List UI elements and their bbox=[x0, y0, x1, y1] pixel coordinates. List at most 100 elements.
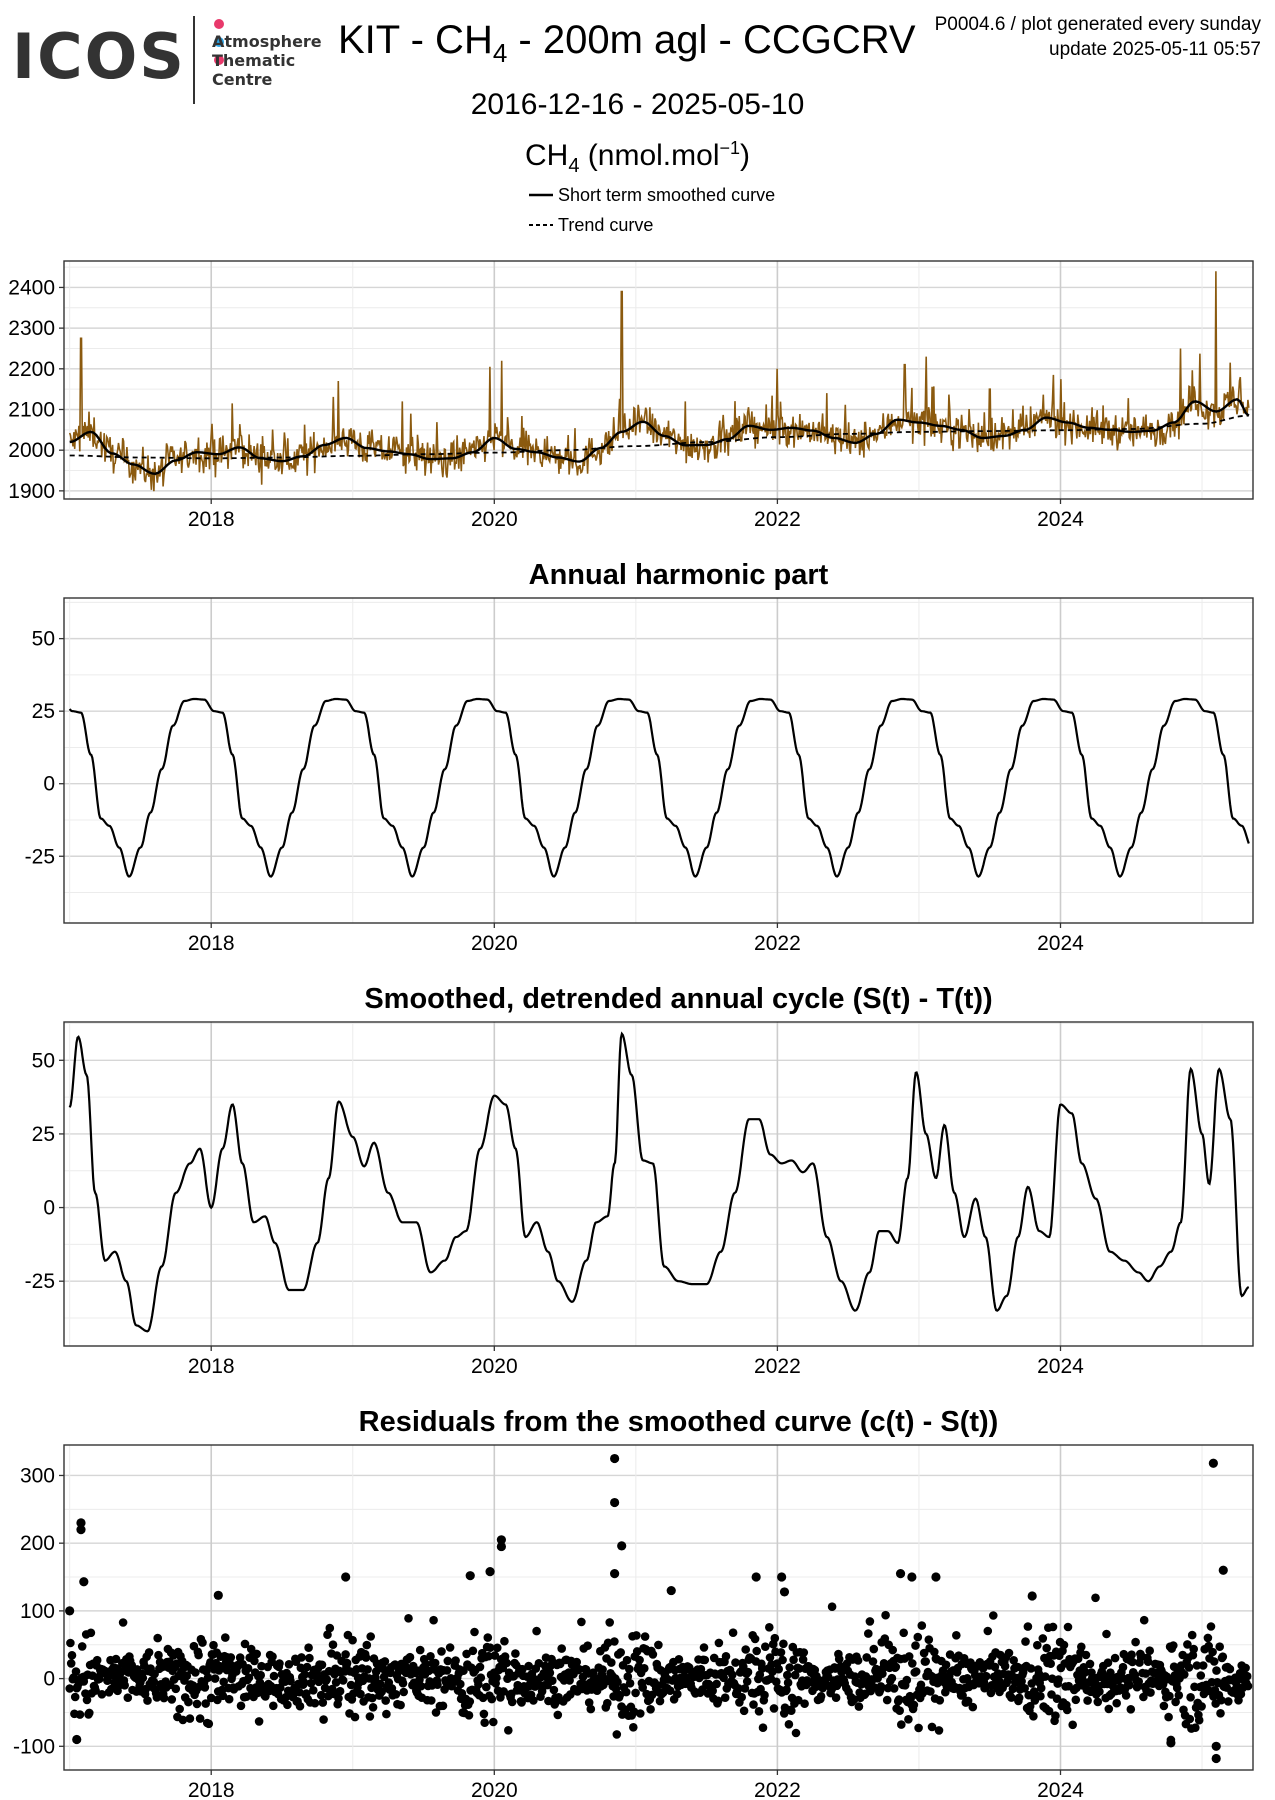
y-tick-label: 25 bbox=[32, 1123, 55, 1146]
residual-point bbox=[646, 1705, 655, 1714]
logo-dot bbox=[214, 19, 224, 29]
residual-point bbox=[1218, 1652, 1228, 1661]
residual-point bbox=[854, 1702, 864, 1711]
residual-point bbox=[924, 1635, 934, 1644]
residual-point bbox=[776, 1648, 786, 1657]
residual-point bbox=[1004, 1648, 1014, 1658]
residual-point bbox=[295, 1701, 305, 1711]
residual-point bbox=[118, 1618, 128, 1627]
residual-point bbox=[584, 1698, 594, 1707]
residual-point bbox=[629, 1723, 638, 1732]
residual-point bbox=[85, 1708, 94, 1718]
residual-point bbox=[1183, 1640, 1192, 1649]
residual-point bbox=[889, 1684, 899, 1693]
y-tick-label: 2200 bbox=[8, 358, 55, 381]
legend-item-trend: Trend curve bbox=[529, 214, 654, 235]
residual-point bbox=[97, 1690, 107, 1699]
residual-point bbox=[790, 1670, 800, 1680]
residual-point bbox=[443, 1656, 453, 1666]
residual-point bbox=[319, 1715, 328, 1724]
residual-point bbox=[451, 1656, 460, 1665]
residual-point bbox=[622, 1655, 632, 1665]
y-tick-label: 200 bbox=[20, 1532, 55, 1555]
residual-point bbox=[1169, 1641, 1178, 1650]
residual-point bbox=[1198, 1661, 1208, 1670]
residual-point bbox=[71, 1667, 81, 1676]
residual-point bbox=[862, 1653, 871, 1662]
panel-background bbox=[64, 1022, 1253, 1346]
residual-outlier-point bbox=[496, 1535, 506, 1545]
residual-point bbox=[739, 1706, 749, 1716]
residual-point bbox=[1203, 1633, 1213, 1643]
residual-point bbox=[1083, 1696, 1092, 1705]
residual-point bbox=[254, 1717, 264, 1726]
panel-annual_harmonic: -25 0 25 50 2018 2020 2022 2024 Annual harmonic … bbox=[25, 559, 1254, 955]
detrended-cycle-curve bbox=[68, 1031, 1250, 1333]
residual-point bbox=[1243, 1681, 1253, 1691]
residual-point bbox=[1206, 1622, 1216, 1631]
residual-point bbox=[798, 1655, 808, 1664]
residual-points bbox=[65, 1453, 1253, 1764]
residual-point bbox=[734, 1684, 743, 1693]
update-timestamp: update 2025-05-11 05:57 bbox=[1049, 39, 1261, 60]
residual-point bbox=[275, 1659, 284, 1668]
residual-point bbox=[911, 1641, 920, 1650]
residual-point bbox=[742, 1677, 752, 1686]
residual-point bbox=[317, 1660, 327, 1670]
residual-point bbox=[986, 1688, 996, 1698]
residual-point bbox=[881, 1610, 890, 1620]
y-tick-label: 2300 bbox=[8, 317, 55, 340]
residual-point bbox=[246, 1644, 256, 1654]
residual-point bbox=[1014, 1693, 1024, 1703]
residual-outlier-point bbox=[895, 1569, 906, 1579]
residual-point bbox=[548, 1676, 557, 1685]
residual-point bbox=[1077, 1642, 1086, 1652]
residual-point bbox=[1216, 1709, 1225, 1718]
residual-point bbox=[209, 1640, 218, 1650]
residual-point bbox=[244, 1673, 254, 1682]
residual-point bbox=[226, 1653, 236, 1662]
residual-point bbox=[159, 1693, 169, 1703]
residual-point bbox=[224, 1694, 234, 1704]
x-tick-label: 2018 bbox=[188, 932, 235, 955]
x-tick-label: 2020 bbox=[471, 1355, 518, 1378]
residual-outlier-point bbox=[617, 1541, 627, 1551]
residual-point bbox=[429, 1615, 438, 1625]
residual-point bbox=[876, 1682, 886, 1691]
residual-point bbox=[785, 1663, 794, 1672]
residual-point bbox=[897, 1720, 906, 1729]
residual-point bbox=[459, 1666, 468, 1675]
residual-point bbox=[269, 1701, 278, 1711]
residual-outlier-point bbox=[1166, 1738, 1176, 1748]
residual-outlier-point bbox=[666, 1585, 676, 1596]
residual-point bbox=[350, 1712, 360, 1722]
observations-series bbox=[68, 271, 1250, 492]
residual-point bbox=[868, 1657, 878, 1666]
residual-point bbox=[1085, 1659, 1095, 1669]
residual-outlier-point bbox=[465, 1571, 475, 1581]
residual-point bbox=[500, 1636, 509, 1646]
residual-point bbox=[1071, 1695, 1081, 1705]
residual-point bbox=[138, 1673, 148, 1683]
residual-point bbox=[927, 1722, 937, 1732]
residual-point bbox=[468, 1646, 478, 1656]
residual-point bbox=[1209, 1657, 1219, 1666]
residual-point bbox=[178, 1715, 188, 1725]
residual-point bbox=[86, 1628, 96, 1638]
residual-point bbox=[603, 1698, 612, 1708]
y-tick-label: 2400 bbox=[8, 276, 55, 299]
residual-point bbox=[1126, 1705, 1136, 1714]
residual-point bbox=[236, 1701, 246, 1711]
residual-point bbox=[895, 1706, 904, 1715]
residual-point bbox=[1081, 1667, 1090, 1677]
residual-point bbox=[306, 1678, 316, 1688]
panel-title: Annual harmonic part bbox=[529, 559, 829, 591]
residual-point bbox=[356, 1689, 365, 1699]
residual-point bbox=[1185, 1714, 1195, 1724]
residual-point bbox=[185, 1714, 195, 1723]
legend: Short term smoothed curve Trend curve bbox=[528, 180, 775, 240]
residual-point bbox=[431, 1708, 441, 1717]
residual-point bbox=[1020, 1684, 1029, 1693]
residual-point bbox=[405, 1652, 415, 1662]
